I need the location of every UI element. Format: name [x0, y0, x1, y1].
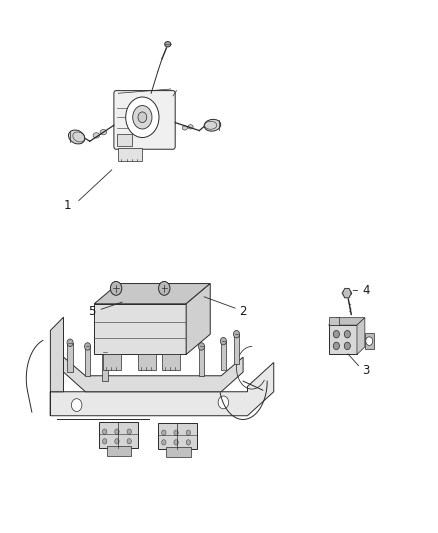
Bar: [365, 333, 374, 349]
Circle shape: [344, 342, 350, 350]
Circle shape: [233, 330, 240, 338]
Bar: [94, 304, 186, 354]
Circle shape: [115, 429, 119, 434]
Bar: [107, 446, 131, 456]
Bar: [162, 354, 180, 370]
Bar: [117, 134, 132, 146]
Bar: [234, 334, 239, 364]
Circle shape: [162, 430, 166, 435]
Bar: [328, 325, 357, 354]
Circle shape: [127, 439, 131, 444]
Circle shape: [127, 429, 131, 434]
Bar: [328, 317, 339, 325]
Ellipse shape: [93, 133, 99, 138]
Circle shape: [186, 430, 191, 435]
Circle shape: [333, 330, 339, 338]
Circle shape: [159, 281, 170, 295]
Polygon shape: [343, 288, 351, 298]
Polygon shape: [186, 284, 210, 354]
Bar: [118, 148, 142, 161]
Bar: [158, 423, 197, 449]
Bar: [199, 346, 204, 376]
Circle shape: [133, 106, 152, 129]
Polygon shape: [328, 318, 365, 325]
Circle shape: [366, 337, 373, 345]
Ellipse shape: [204, 119, 221, 131]
Polygon shape: [357, 318, 365, 354]
Polygon shape: [94, 284, 210, 304]
Circle shape: [162, 440, 166, 445]
Circle shape: [138, 112, 147, 123]
Circle shape: [85, 343, 91, 350]
Circle shape: [71, 399, 82, 411]
Ellipse shape: [188, 125, 193, 129]
Bar: [85, 346, 90, 376]
Text: 4: 4: [362, 284, 370, 297]
Circle shape: [110, 281, 122, 295]
Bar: [103, 354, 121, 370]
Circle shape: [186, 440, 191, 445]
Circle shape: [102, 429, 107, 434]
Bar: [102, 352, 108, 381]
Bar: [138, 354, 156, 370]
Bar: [99, 422, 138, 448]
Circle shape: [198, 343, 205, 350]
Ellipse shape: [68, 130, 85, 144]
Circle shape: [126, 97, 159, 138]
Circle shape: [115, 439, 119, 444]
Circle shape: [67, 339, 73, 346]
Circle shape: [220, 337, 226, 345]
Text: 2: 2: [239, 305, 247, 318]
Polygon shape: [50, 317, 64, 416]
Ellipse shape: [165, 42, 171, 47]
Polygon shape: [64, 357, 243, 392]
Ellipse shape: [100, 130, 107, 135]
Circle shape: [174, 430, 178, 435]
Polygon shape: [50, 362, 274, 416]
Bar: [221, 341, 226, 370]
Text: 1: 1: [64, 199, 72, 212]
Text: 3: 3: [362, 364, 369, 377]
Circle shape: [218, 396, 229, 409]
Circle shape: [344, 330, 350, 338]
Circle shape: [102, 348, 108, 356]
Circle shape: [333, 342, 339, 350]
Ellipse shape: [182, 126, 187, 130]
Bar: [67, 343, 73, 372]
Circle shape: [102, 439, 107, 444]
Circle shape: [174, 440, 178, 445]
Text: 5: 5: [88, 305, 95, 318]
Bar: [166, 447, 191, 457]
FancyBboxPatch shape: [114, 91, 175, 149]
